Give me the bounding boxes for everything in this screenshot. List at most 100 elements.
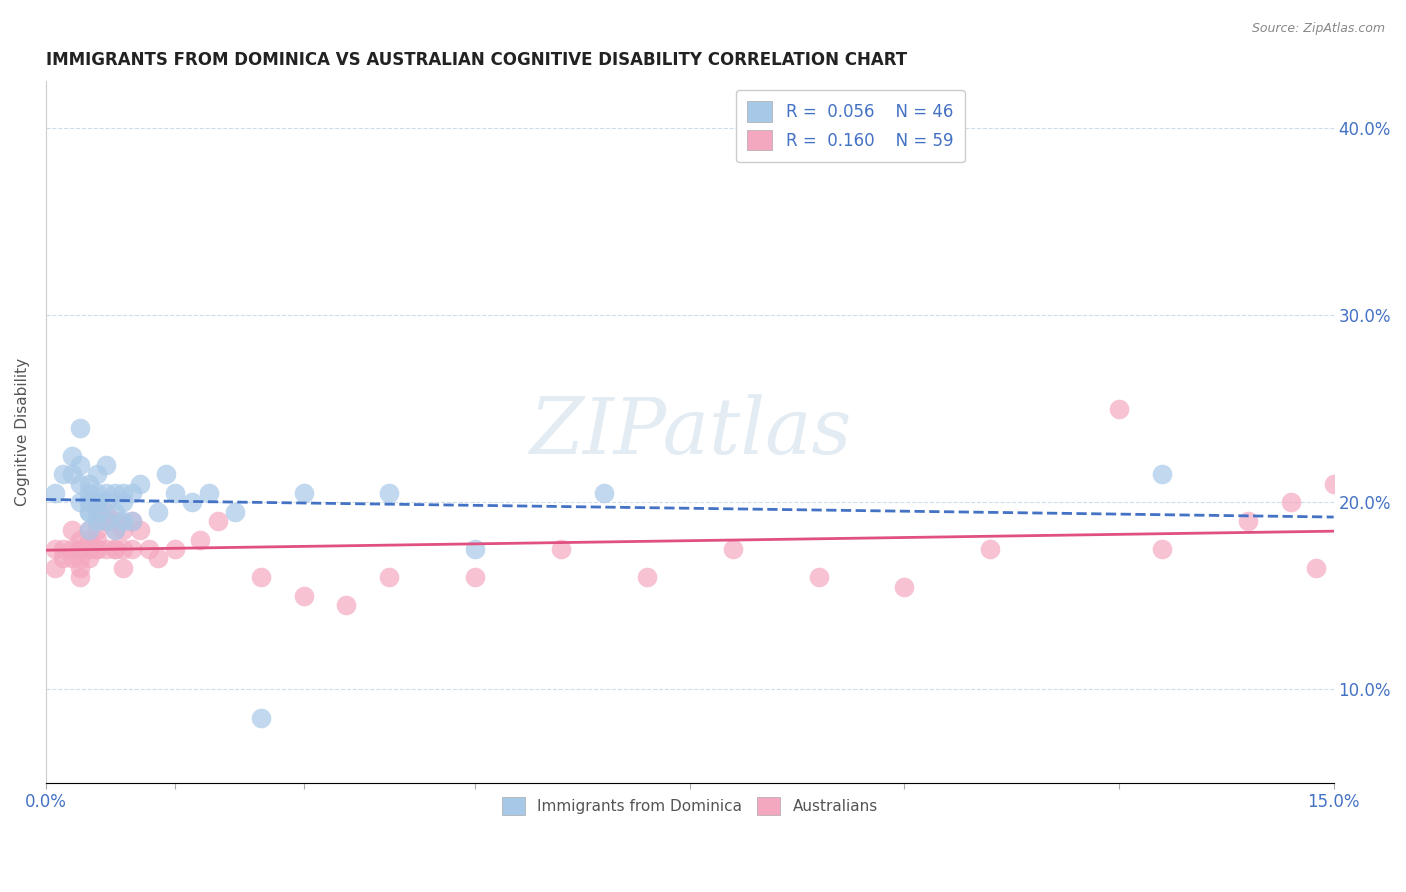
Point (94, 495, 117, 509)
Point (104, 505, 127, 519)
Point (69, 495, 91, 509)
Point (69, 551, 91, 566)
Point (249, 570, 271, 584)
Point (1279, 495, 1302, 509)
Point (44, 486, 66, 500)
Point (60, 542, 83, 557)
Point (69, 420, 91, 434)
Point (104, 524, 127, 538)
Legend: Immigrants from Dominica, Australians: Immigrants from Dominica, Australians (492, 788, 887, 824)
Point (77, 476, 100, 491)
Point (129, 524, 152, 538)
Point (44, 542, 66, 557)
Point (807, 570, 830, 584)
Point (112, 524, 135, 538)
Point (94, 542, 117, 557)
Point (77, 551, 100, 566)
Point (1340, 542, 1362, 557)
Point (77, 495, 100, 509)
Point (112, 542, 135, 557)
Point (77, 524, 100, 538)
Point (138, 542, 160, 557)
Point (292, 486, 315, 500)
Point (104, 542, 127, 557)
Point (335, 599, 357, 613)
Point (94, 514, 117, 528)
Point (378, 570, 401, 584)
Point (60, 467, 83, 482)
Point (69, 542, 91, 557)
Point (121, 514, 143, 528)
Point (464, 570, 486, 584)
Point (69, 458, 91, 472)
Point (77, 524, 100, 538)
Point (1108, 401, 1130, 416)
Point (69, 542, 91, 557)
Point (464, 542, 486, 557)
Point (180, 495, 202, 509)
Point (69, 570, 91, 584)
Point (593, 486, 616, 500)
Point (121, 486, 143, 500)
Point (60, 449, 83, 463)
Point (86, 505, 108, 519)
Text: IMMIGRANTS FROM DOMINICA VS AUSTRALIAN COGNITIVE DISABILITY CORRELATION CHART: IMMIGRANTS FROM DOMINICA VS AUSTRALIAN C… (46, 51, 907, 69)
Point (69, 533, 91, 547)
Point (52, 542, 75, 557)
Point (112, 514, 135, 528)
Point (129, 476, 152, 491)
Point (77, 505, 100, 519)
Point (198, 486, 221, 500)
Text: Source: ZipAtlas.com: Source: ZipAtlas.com (1251, 22, 1385, 36)
Point (52, 551, 75, 566)
Point (163, 486, 186, 500)
Point (77, 533, 100, 547)
Point (112, 495, 135, 509)
Point (121, 514, 143, 528)
Point (292, 589, 315, 603)
Point (155, 467, 177, 482)
Point (94, 505, 117, 519)
Point (86, 495, 108, 509)
Point (104, 542, 127, 557)
Point (86, 533, 108, 547)
Text: ZIPatlas: ZIPatlas (529, 394, 851, 470)
Point (1236, 514, 1258, 528)
Point (77, 505, 100, 519)
Point (1150, 542, 1173, 557)
Point (1305, 561, 1327, 575)
Point (1323, 476, 1346, 491)
Point (190, 533, 212, 547)
Point (1150, 467, 1173, 482)
Point (86, 467, 108, 482)
Point (86, 514, 108, 528)
Point (104, 514, 127, 528)
Point (104, 524, 127, 538)
Point (94, 458, 117, 472)
Point (207, 514, 229, 528)
Point (86, 486, 108, 500)
Point (893, 580, 915, 594)
Y-axis label: Cognitive Disability: Cognitive Disability (15, 358, 30, 507)
Point (52, 467, 75, 482)
Point (86, 495, 108, 509)
Point (86, 524, 108, 538)
Point (77, 542, 100, 557)
Point (86, 542, 108, 557)
Point (60, 551, 83, 566)
Point (249, 710, 271, 724)
Point (112, 561, 135, 575)
Point (69, 476, 91, 491)
Point (224, 505, 246, 519)
Point (77, 542, 100, 557)
Point (121, 542, 143, 557)
Point (86, 542, 108, 557)
Point (721, 542, 744, 557)
Point (112, 486, 135, 500)
Point (94, 486, 117, 500)
Point (636, 570, 658, 584)
Point (77, 486, 100, 500)
Point (146, 551, 169, 566)
Point (44, 561, 66, 575)
Point (60, 524, 83, 538)
